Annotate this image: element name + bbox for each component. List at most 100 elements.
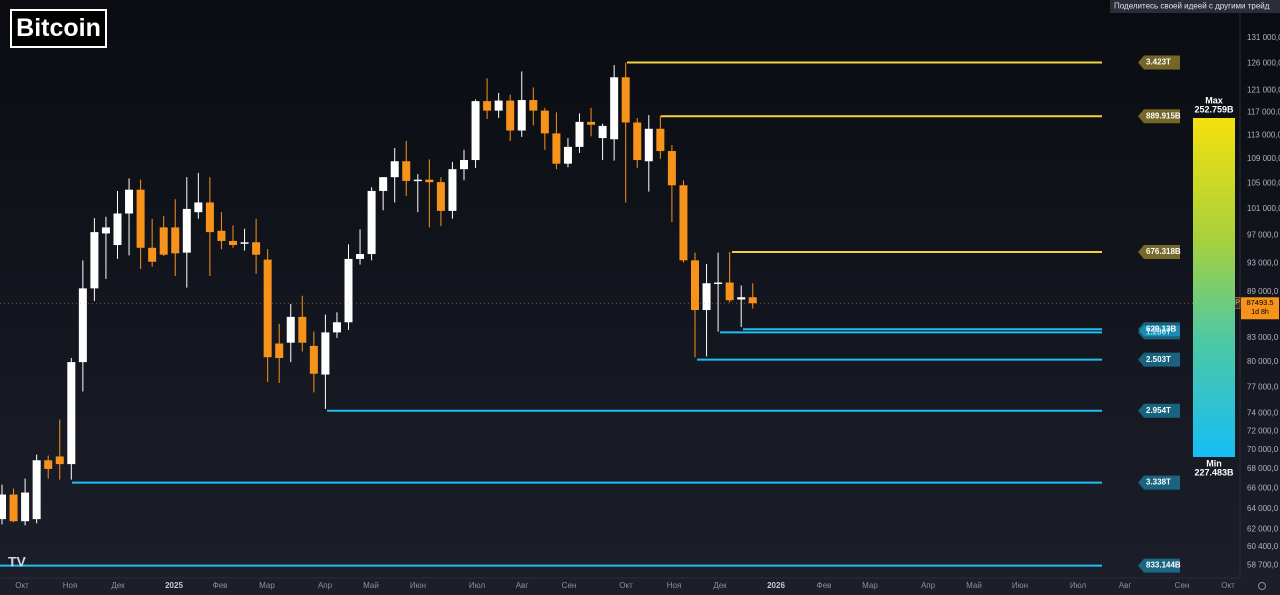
x-tick-label: Дек	[111, 581, 125, 590]
candle-body	[425, 179, 434, 183]
candle-body	[552, 133, 561, 164]
x-tick-label: Ноя	[63, 581, 78, 590]
candle-body	[529, 100, 538, 111]
y-tick-label: 66 000,0	[1247, 484, 1279, 493]
x-tick-label: Июл	[1070, 581, 1087, 590]
y-tick-label: 89 000,0	[1247, 287, 1279, 296]
candle-body	[113, 213, 122, 246]
candle-body	[194, 202, 203, 213]
candle-body	[737, 297, 746, 300]
candle-body	[298, 316, 307, 343]
candle-body	[148, 247, 157, 262]
price-countdown: 1d 8h	[1251, 309, 1269, 316]
candle-body	[344, 258, 353, 323]
x-tick-label: 2026	[767, 581, 785, 590]
level-label: 2.503T	[1146, 355, 1171, 364]
x-tick-label: Ноя	[667, 581, 682, 590]
level-label: 2.954T	[1146, 406, 1171, 415]
y-tick-label: 60 400,0	[1247, 542, 1279, 551]
y-tick-label: 121 000,0	[1247, 85, 1280, 94]
candle-body	[598, 125, 607, 139]
level-label: 629.13B	[1146, 324, 1176, 333]
level-label: 889.915B	[1146, 111, 1181, 120]
price-tag: 87493.5	[1246, 298, 1273, 307]
overlay: Bitcoin Поделитесь своей идеей с другими…	[8, 0, 1280, 590]
candle-body	[0, 494, 6, 520]
x-tick-label: Фев	[817, 581, 832, 590]
candle-body	[55, 456, 64, 465]
level-label: 1.286T	[1146, 328, 1171, 337]
candle-body	[702, 283, 711, 311]
settings-icon[interactable]	[1258, 582, 1266, 590]
candle-body	[748, 297, 757, 304]
candle-body	[171, 227, 180, 254]
candle-body	[90, 232, 99, 289]
level-label-box	[1138, 55, 1180, 70]
candle-body	[9, 494, 18, 522]
level-label-box	[1138, 244, 1180, 259]
candle-body	[321, 332, 330, 375]
colorbar-max: 252.759B	[1194, 104, 1234, 114]
candle-body	[182, 208, 191, 253]
x-tick-label: 2025	[165, 581, 183, 590]
candle-body	[460, 160, 468, 170]
candle-body	[240, 242, 249, 244]
logo-box	[10, 9, 107, 48]
x-tick-label: Дек	[713, 581, 727, 590]
candle-body	[483, 101, 492, 111]
candle-body	[621, 77, 630, 123]
y-tick-label: 109 000,0	[1247, 154, 1280, 163]
candle-body	[229, 240, 237, 246]
candle-body	[78, 288, 87, 363]
level-label-box	[1138, 325, 1180, 340]
candle-body	[575, 121, 584, 147]
y-tick-label: 70 000,0	[1247, 445, 1279, 454]
x-tick-label: Июн	[410, 581, 426, 590]
level-label-box	[1138, 109, 1180, 124]
colorbar-min: 227.483B	[1194, 467, 1234, 477]
x-tick-label: Окт	[1221, 581, 1235, 590]
y-tick-label: 72 000,0	[1247, 426, 1279, 435]
y-tick-label: 83 000,0	[1247, 333, 1279, 342]
candle-body	[494, 100, 503, 111]
candle-body	[125, 189, 134, 214]
x-tick-label: Июн	[1012, 581, 1028, 590]
y-tick-label: 97 000,0	[1247, 231, 1279, 240]
y-tick-label: 131 000,0	[1247, 33, 1280, 42]
colorbar-min-title: Min	[1206, 458, 1222, 468]
level-label: 3.338T	[1146, 478, 1171, 487]
y-tick-label: 77 000,0	[1247, 382, 1279, 391]
tv-logo[interactable]: TV	[8, 554, 27, 570]
colorbar	[1193, 118, 1235, 457]
x-tick-label: Мар	[862, 581, 878, 590]
candle-body	[356, 254, 365, 259]
candle-body	[390, 161, 399, 178]
x-tick-label: Окт	[15, 581, 29, 590]
level-label-box	[1138, 403, 1180, 418]
x-tick-label: Май	[966, 581, 982, 590]
candle-body	[21, 492, 30, 522]
candle-body	[217, 230, 226, 241]
share-tooltip[interactable]: Поделитесь своей идеей с другими трейд	[1114, 2, 1270, 11]
candle-body	[563, 146, 572, 164]
y-tick-label: 68 000,0	[1247, 464, 1279, 473]
candle-body	[725, 282, 734, 301]
level-label: 3.423T	[1146, 58, 1171, 67]
candle-body	[275, 343, 284, 359]
candle-body	[679, 185, 688, 261]
candle-body	[714, 282, 723, 285]
x-tick-label: Авг	[516, 581, 529, 590]
candle-body	[587, 121, 596, 125]
candle-body	[506, 100, 515, 131]
x-tick-label: Сен	[562, 581, 577, 590]
candle-body	[67, 362, 76, 465]
y-tick-label: 126 000,0	[1247, 59, 1280, 68]
level-label-box	[1138, 475, 1180, 490]
x-tick-label: Апр	[921, 581, 936, 590]
candle-body	[448, 169, 457, 211]
y-tick-label: 74 000,0	[1247, 408, 1279, 417]
candle-body	[252, 242, 261, 255]
y-tick-label: 64 000,0	[1247, 504, 1279, 513]
x-tick-label: Мар	[259, 581, 275, 590]
